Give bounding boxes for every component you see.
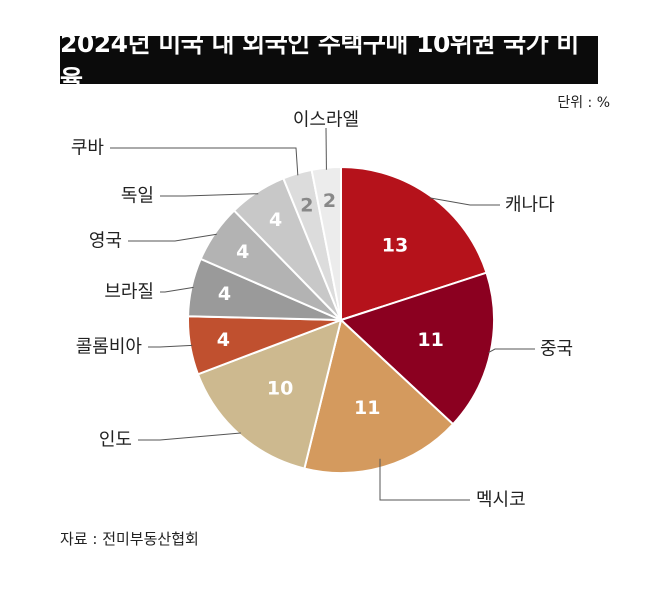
leader-line	[148, 344, 193, 348]
leader-line	[160, 193, 259, 197]
slice-category-label: 인도	[99, 430, 132, 451]
leader-line	[379, 458, 470, 501]
leader-line	[160, 286, 194, 293]
slice-value-label: 2	[300, 195, 313, 217]
slice-category-label: 쿠바	[71, 138, 105, 159]
leader-line	[128, 233, 217, 242]
slice-category-label: 멕시코	[476, 490, 526, 511]
slice-value-label: 11	[354, 397, 380, 419]
slice-category-label: 영국	[89, 231, 122, 252]
slice-value-label: 4	[217, 329, 230, 351]
slice-category-label: 콜롬비아	[76, 337, 143, 358]
leader-line	[429, 197, 500, 206]
slice-value-label: 13	[382, 235, 408, 257]
slice-value-label: 4	[236, 241, 249, 263]
pie-slice	[196, 318, 343, 470]
slice-value-label: 11	[417, 329, 443, 351]
leader-line	[488, 348, 535, 354]
unit-label: 단위 : %	[557, 95, 610, 111]
source-note: 자료 : 전미부동산협회	[60, 530, 199, 548]
slice-category-label: 독일	[121, 186, 154, 207]
slice-category-label: 중국	[540, 339, 573, 360]
slice-value-label: 4	[218, 283, 231, 305]
pie-slice	[339, 271, 495, 426]
pie-slice	[340, 165, 488, 322]
slice-category-label: 브라질	[104, 282, 154, 303]
slice-category-label: 이스라엘	[293, 110, 359, 131]
pie-slice	[303, 318, 455, 474]
leader-line	[138, 432, 241, 441]
slice-value-label: 4	[269, 209, 282, 231]
leader-line	[110, 147, 299, 176]
slice-value-label: 2	[323, 190, 336, 212]
slice-category-label: 캐나다	[505, 195, 555, 216]
slice-value-label: 10	[267, 378, 293, 400]
